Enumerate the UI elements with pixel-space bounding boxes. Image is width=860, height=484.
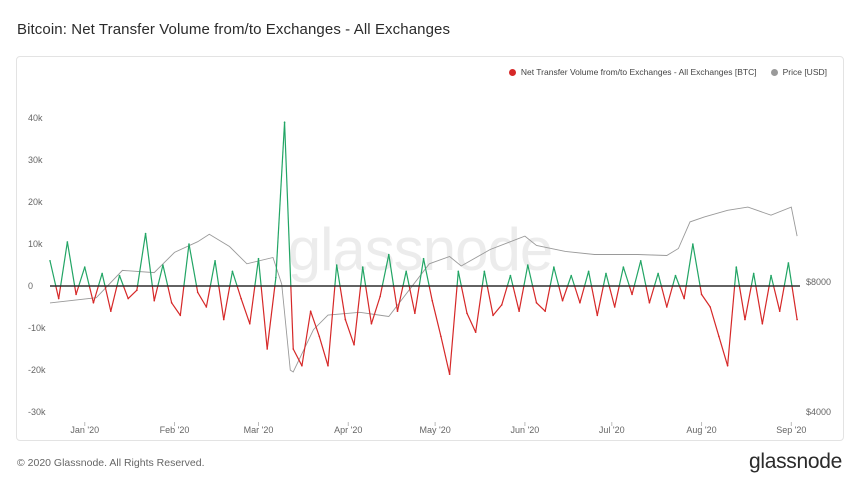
legend-net-transfer-marker (508, 68, 516, 76)
copyright-text: © 2020 Glassnode. All Rights Reserved. (17, 457, 205, 469)
legend-price-marker (770, 68, 778, 76)
glassnode-logo: glassnode (748, 450, 842, 473)
legend-net-transfer-label: Net Transfer Volume from/to Exchanges - … (520, 67, 757, 77)
legend-item-net-transfer[interactable]: Net Transfer Volume from/to Exchanges - … (508, 67, 757, 77)
chart-legend: Net Transfer Volume from/to Exchanges - … (508, 67, 827, 77)
chart-title: Bitcoin: Net Transfer Volume from/to Exc… (17, 21, 451, 38)
chart-panel: Net Transfer Volume from/to Exchanges - … (16, 56, 844, 441)
legend-price-label: Price [USD] (782, 67, 827, 77)
legend-item-price[interactable]: Price [USD] (770, 67, 827, 77)
